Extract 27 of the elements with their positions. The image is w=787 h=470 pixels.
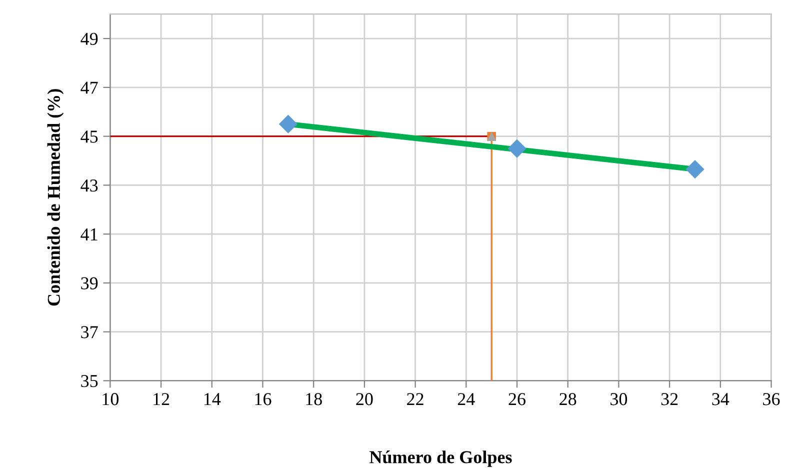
x-tick-label: 32 (661, 393, 678, 406)
y-tick-label: 37 (81, 326, 98, 338)
x-axis-title: Número de Golpes (370, 450, 512, 467)
x-tick-label: 12 (154, 393, 170, 406)
point (278, 114, 298, 134)
y-tick-label: 47 (80, 82, 98, 94)
x-tick-label: 34 (712, 393, 730, 406)
x-tick-label: 24 (458, 393, 475, 406)
x-tick-label: 28 (560, 393, 576, 406)
y-tick-label: 49 (80, 32, 98, 45)
y-tick-label: 43 (80, 179, 98, 192)
y-tick-label: 39 (81, 277, 98, 290)
x-tick-label: 18 (306, 393, 322, 406)
y-tick-label: 41 (80, 228, 98, 240)
x-tick-label: 20 (356, 393, 373, 406)
x-tick-label: 26 (508, 393, 526, 406)
x-tick-label: 22 (407, 393, 424, 406)
y-tick-label: 45 (80, 130, 98, 143)
y-tick-label: 35 (81, 375, 98, 388)
x-tick-label: 30 (610, 393, 628, 406)
x-tick-label: 16 (255, 393, 272, 406)
x-tick-label: 36 (763, 393, 780, 406)
x-tick-label: 10 (102, 393, 119, 406)
point (508, 139, 526, 158)
y-axis-title: Contenido de Humedad (%) (47, 89, 64, 306)
x-tick-label: 14 (204, 393, 221, 406)
point (686, 160, 704, 179)
